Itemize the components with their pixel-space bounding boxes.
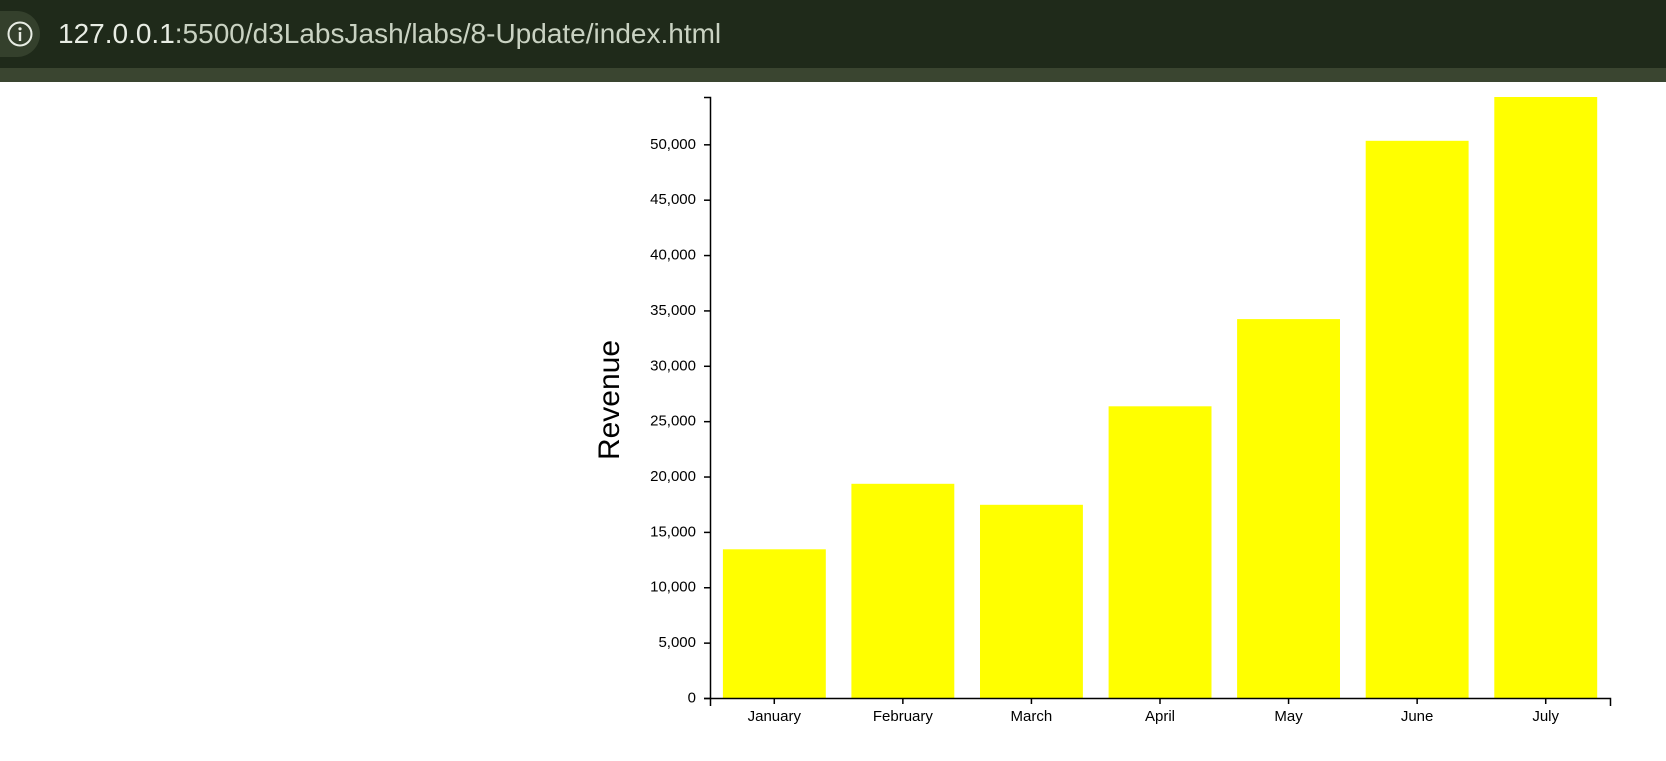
y-tick-label: 35,000 xyxy=(650,302,696,319)
x-tick-label-april: April xyxy=(1145,708,1175,725)
y-tick-label: 0 xyxy=(688,689,696,706)
url-field[interactable]: 127.0.0.1:5500/d3LabsJash/labs/8-Update/… xyxy=(58,16,721,52)
x-tick-label-january: January xyxy=(748,708,802,725)
browser-address-bar: 127.0.0.1:5500/d3LabsJash/labs/8-Update/… xyxy=(0,0,1666,68)
y-axis-line xyxy=(704,96,712,700)
x-tick-label-february: February xyxy=(873,708,934,725)
info-icon xyxy=(7,21,33,47)
y-tick-label: 45,000 xyxy=(650,191,696,208)
x-axis: January February March April May June July xyxy=(709,697,1612,725)
y-tick-label: 25,000 xyxy=(650,413,696,430)
y-tick-label: 30,000 xyxy=(650,357,696,374)
x-tick-label-may: May xyxy=(1274,708,1303,725)
chart-area: 0 5,000 10,000 15,000 20,000 25,000 30,000 35,0… xyxy=(0,82,1666,756)
bar-april xyxy=(1108,406,1212,698)
x-tick-label-july: July xyxy=(1532,708,1559,725)
y-tick-label: 15,000 xyxy=(650,523,696,540)
bar-january xyxy=(722,549,826,698)
y-tick-label: 40,000 xyxy=(650,247,696,264)
y-tick-label: 20,000 xyxy=(650,468,696,485)
bars xyxy=(722,97,1598,699)
site-info-button[interactable] xyxy=(0,11,40,57)
bar-march xyxy=(980,504,1083,698)
bar-february xyxy=(851,483,955,698)
bar-may xyxy=(1237,319,1340,698)
x-tick-label-march: March xyxy=(1011,708,1053,725)
bar-july xyxy=(1494,97,1598,698)
browser-toolbar-strip xyxy=(0,68,1666,82)
url-host: 127.0.0.1 xyxy=(58,18,175,49)
y-tick-label: 10,000 xyxy=(650,579,696,596)
y-tick-label: 5,000 xyxy=(658,634,696,651)
bar-june xyxy=(1365,140,1469,699)
y-tick-label: 50,000 xyxy=(650,136,696,153)
url-path: :5500/d3LabsJash/labs/8-Update/index.htm… xyxy=(174,18,722,49)
revenue-bar-chart: 0 5,000 10,000 15,000 20,000 25,000 30,000 35,0… xyxy=(593,96,1612,725)
y-axis-title: Revenue xyxy=(593,340,626,460)
x-tick-label-june: June xyxy=(1401,708,1434,725)
y-axis: 0 5,000 10,000 15,000 20,000 25,000 30,000 35,0… xyxy=(650,96,712,706)
